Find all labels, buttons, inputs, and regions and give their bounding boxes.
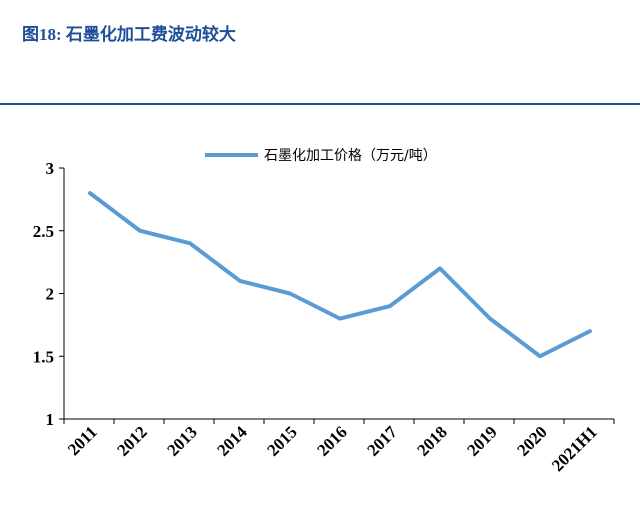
legend-label: 石墨化加工价格（万元/吨） — [264, 148, 437, 164]
x-tick-label: 2014 — [213, 422, 251, 460]
title-divider — [0, 103, 640, 105]
x-tick-label: 2016 — [313, 422, 350, 459]
figure-title: 图18: 石墨化加工费波动较大 — [22, 25, 236, 44]
x-tick-label: 2013 — [163, 422, 200, 459]
x-tick-label: 2017 — [363, 422, 401, 460]
x-tick-label: 2021H1 — [548, 422, 601, 475]
x-tick-label: 2019 — [463, 422, 500, 459]
x-tick-label: 2015 — [263, 422, 300, 459]
x-tick-label: 2018 — [413, 422, 450, 459]
x-tick-label: 2012 — [113, 422, 150, 459]
y-axis: 1 1.5 2 2.5 3 — [33, 159, 65, 429]
legend: 石墨化加工价格（万元/吨） — [205, 148, 437, 164]
x-tick-label: 2011 — [64, 422, 101, 459]
y-tick-label: 1.5 — [33, 347, 54, 366]
x-axis: 2011 2012 2013 2014 2015 2016 2017 2018 2019 2020… — [63, 418, 615, 475]
series-plot — [88, 191, 592, 359]
y-tick-label: 3 — [46, 159, 55, 178]
y-tick-label: 2 — [46, 285, 55, 304]
series-line — [88, 191, 592, 359]
y-tick-label: 1 — [46, 410, 55, 429]
x-tick-label: 2020 — [513, 422, 550, 459]
y-tick-label: 2.5 — [33, 222, 54, 241]
